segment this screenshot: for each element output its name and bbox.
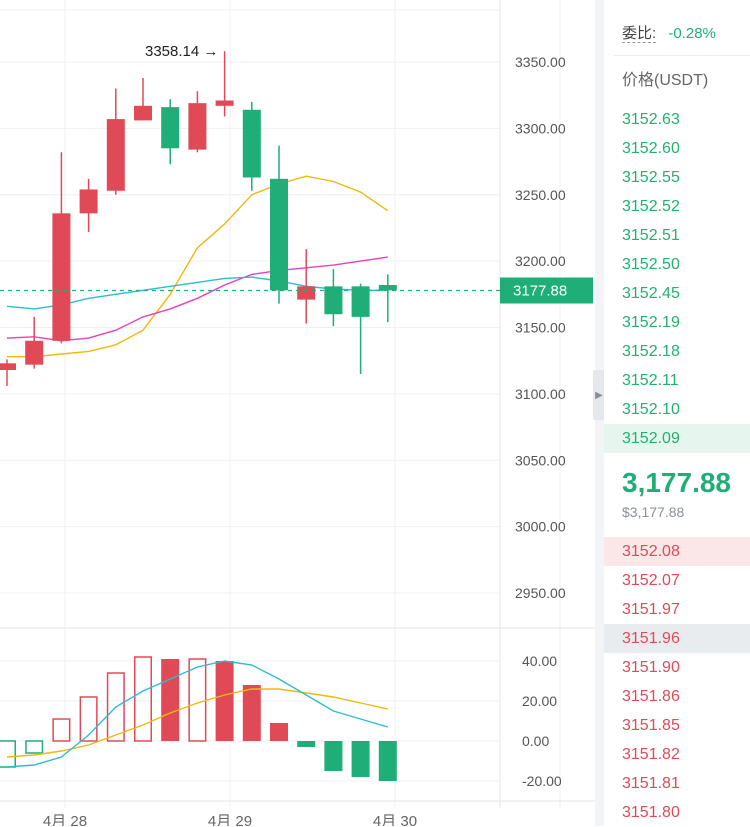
- candle-body: [324, 286, 343, 315]
- histogram-bar: [215, 661, 234, 741]
- order-book-panel: 委比: -0.28% 价格(USDT) 3152.63 3152.60 3152.5…: [604, 0, 750, 826]
- bid-price-row[interactable]: 3152.08: [604, 537, 750, 566]
- ask-price-row[interactable]: 3152.19: [622, 314, 680, 331]
- bid-price-row[interactable]: 3152.07: [622, 572, 680, 589]
- price-column-header: 价格(USDT): [622, 72, 709, 89]
- histogram-bar: [297, 741, 316, 747]
- ask-price-row[interactable]: 3152.55: [622, 169, 680, 186]
- candle-body: [161, 107, 180, 149]
- bid-price-row[interactable]: 3151.96: [604, 624, 750, 653]
- indicator-y-axis-tick-label: -20.00: [522, 773, 562, 789]
- y-axis-tick-label: 3350.00: [515, 54, 566, 70]
- histogram-bar: [188, 658, 207, 742]
- candle-body: [25, 340, 44, 365]
- candle-body: [242, 109, 261, 178]
- histogram-bar: [270, 723, 288, 741]
- histogram-bar: [351, 741, 370, 777]
- ask-price-row[interactable]: 3152.60: [622, 140, 680, 157]
- ask-price-row[interactable]: 3152.09: [604, 424, 750, 453]
- histogram-bar: [79, 696, 98, 742]
- ask-price-row[interactable]: 3152.63: [622, 111, 680, 128]
- x-axis-tick-label: 4月 30: [373, 813, 417, 826]
- bid-price-row[interactable]: 3151.85: [622, 717, 680, 734]
- candle-body: [79, 189, 98, 214]
- histogram-bar: [25, 740, 44, 754]
- indicator-y-axis-tick-label: 20.00: [522, 693, 557, 709]
- histogram-bar: [134, 656, 152, 742]
- ask-price-row[interactable]: 3152.10: [622, 401, 680, 418]
- current-price-tag: [500, 277, 593, 304]
- ask-price-row[interactable]: 3152.11: [622, 372, 679, 389]
- ask-price-row[interactable]: 3152.45: [622, 285, 680, 302]
- y-axis-tick-label: 3250.00: [515, 187, 566, 203]
- order-ratio-label: 委比:: [622, 25, 657, 43]
- y-axis-tick-label: 3000.00: [515, 519, 566, 535]
- histogram-bar: [106, 672, 125, 742]
- last-price: 3,177.88: [622, 467, 731, 498]
- histogram-bar: [378, 741, 397, 781]
- candle-body: [215, 100, 234, 106]
- bid-price-row[interactable]: 3151.90: [622, 659, 680, 676]
- ask-price-row[interactable]: 3152.51: [622, 227, 680, 244]
- high-price-marker: 3358.14 →: [145, 43, 218, 60]
- current-price-tag-label: 3177.88: [513, 282, 567, 299]
- candle-body: [52, 213, 71, 341]
- histogram-bar: [324, 741, 343, 771]
- candle-body: [0, 363, 16, 370]
- indicator-y-axis-tick-label: 40.00: [522, 653, 557, 669]
- y-axis-tick-label: 3200.00: [515, 253, 566, 269]
- kline-chart[interactable]: 3177.88 3358.14 → 3350.00 3300.00 3250.00 320…: [0, 0, 595, 826]
- y-axis-tick-label: 2950.00: [515, 585, 566, 601]
- bid-price-row[interactable]: 3151.86: [622, 688, 680, 705]
- indicator-line: [6, 660, 388, 768]
- y-axis-tick-label: 3300.00: [515, 120, 566, 136]
- indicator-y-axis-tick-label: 0.00: [522, 733, 549, 749]
- ask-price-row[interactable]: 3152.18: [622, 343, 680, 360]
- bid-price-row[interactable]: 3151.81: [622, 775, 680, 792]
- chart-area[interactable]: 3177.88 3358.14 → 3350.00 3300.00 3250.00 320…: [0, 0, 595, 826]
- x-axis-tick-label: 4月 29: [208, 813, 252, 826]
- candle-body: [351, 286, 370, 317]
- candle-body: [378, 285, 397, 291]
- ask-price-row[interactable]: 3152.50: [622, 256, 680, 273]
- candle-body: [297, 286, 316, 300]
- y-axis-tick-label: 3100.00: [515, 386, 566, 402]
- y-axis-tick-label: 3050.00: [515, 452, 566, 468]
- collapse-panel-toggle[interactable]: ▶: [593, 370, 605, 420]
- y-axis-tick-label: 3150.00: [515, 320, 566, 336]
- ask-price-row[interactable]: 3152.52: [622, 198, 680, 215]
- bid-price-row[interactable]: 3151.80: [622, 804, 680, 821]
- candle-body: [106, 119, 125, 191]
- order-ratio-value: -0.28%: [668, 25, 716, 42]
- order-ratio: 委比: -0.28%: [622, 22, 716, 43]
- last-price-usd: $3,177.88: [622, 504, 685, 520]
- moving-average-line: [6, 276, 388, 310]
- candle-body: [134, 105, 152, 121]
- candle-body: [270, 178, 288, 291]
- bid-price-row[interactable]: 3151.82: [622, 746, 680, 763]
- x-axis-tick-label: 4月 28: [43, 813, 87, 826]
- bid-price-row[interactable]: 3151.97: [622, 601, 680, 618]
- histogram-bar: [161, 659, 180, 741]
- divider: [614, 55, 750, 56]
- histogram-bar: [0, 740, 16, 768]
- histogram-bar: [242, 685, 261, 741]
- chevron-right-icon: ▶: [595, 389, 603, 401]
- moving-average-line: [7, 175, 389, 358]
- candle-body: [188, 103, 207, 150]
- moving-average-line: [6, 256, 388, 342]
- histogram-bar: [52, 718, 71, 742]
